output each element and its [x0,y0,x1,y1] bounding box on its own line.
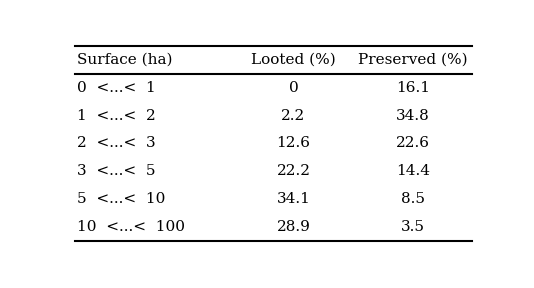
Text: 12.6: 12.6 [277,137,311,150]
Text: 28.9: 28.9 [277,220,310,234]
Text: 2.2: 2.2 [281,109,305,122]
Text: 3.5: 3.5 [400,220,425,234]
Text: 8.5: 8.5 [400,192,425,206]
Text: Preserved (%): Preserved (%) [358,53,468,67]
Text: 0: 0 [289,81,299,94]
Text: 14.4: 14.4 [396,164,430,178]
Text: 3  <...<  5: 3 <...< 5 [77,164,155,178]
Text: 0  <...<  1: 0 <...< 1 [77,81,156,94]
Text: 5  <...<  10: 5 <...< 10 [77,192,166,206]
Text: 34.1: 34.1 [277,192,310,206]
Text: Looted (%): Looted (%) [251,53,336,67]
Text: 10  <...<  100: 10 <...< 100 [77,220,185,234]
Text: 22.6: 22.6 [396,137,430,150]
Text: 2  <...<  3: 2 <...< 3 [77,137,156,150]
Text: 16.1: 16.1 [396,81,430,94]
Text: Surface (ha): Surface (ha) [77,53,172,67]
Text: 22.2: 22.2 [277,164,311,178]
Text: 34.8: 34.8 [396,109,430,122]
Text: 1  <...<  2: 1 <...< 2 [77,109,156,122]
